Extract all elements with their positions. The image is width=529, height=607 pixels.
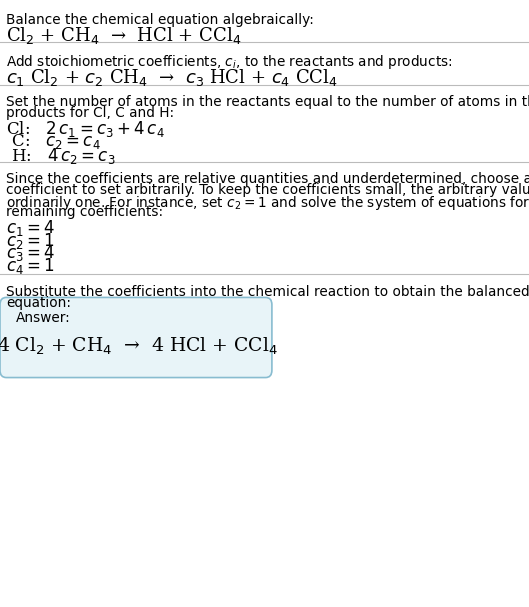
Text: equation:: equation: xyxy=(6,296,71,310)
Text: $c_4 = 1$: $c_4 = 1$ xyxy=(6,256,55,276)
Text: coefficient to set arbitrarily. To keep the coefficients small, the arbitrary va: coefficient to set arbitrarily. To keep … xyxy=(6,183,529,197)
Text: C:   $c_2 = c_4$: C: $c_2 = c_4$ xyxy=(6,132,101,151)
Text: 4 Cl$_2$ + CH$_4$  →  4 HCl + CCl$_4$: 4 Cl$_2$ + CH$_4$ → 4 HCl + CCl$_4$ xyxy=(0,335,278,357)
Text: $c_3 = 4$: $c_3 = 4$ xyxy=(6,243,56,263)
Text: products for Cl, C and H:: products for Cl, C and H: xyxy=(6,106,175,120)
Text: Balance the chemical equation algebraically:: Balance the chemical equation algebraica… xyxy=(6,13,314,27)
Text: $c_1 = 4$: $c_1 = 4$ xyxy=(6,218,56,238)
Text: Since the coefficients are relative quantities and underdetermined, choose a: Since the coefficients are relative quan… xyxy=(6,172,529,186)
Text: $c_1$ Cl$_2$ + $c_2$ CH$_4$  →  $c_3$ HCl + $c_4$ CCl$_4$: $c_1$ Cl$_2$ + $c_2$ CH$_4$ → $c_3$ HCl … xyxy=(6,67,338,89)
Text: remaining coefficients:: remaining coefficients: xyxy=(6,205,163,219)
Text: Add stoichiometric coefficients, $c_i$, to the reactants and products:: Add stoichiometric coefficients, $c_i$, … xyxy=(6,53,453,71)
Text: H:   $4\,c_2 = c_3$: H: $4\,c_2 = c_3$ xyxy=(6,146,116,166)
Text: Cl$_2$ + CH$_4$  →  HCl + CCl$_4$: Cl$_2$ + CH$_4$ → HCl + CCl$_4$ xyxy=(6,25,242,47)
Text: $c_2 = 1$: $c_2 = 1$ xyxy=(6,231,55,251)
Text: Answer:: Answer: xyxy=(16,311,70,325)
FancyBboxPatch shape xyxy=(0,297,272,378)
Text: ordinarily one. For instance, set $c_2 = 1$ and solve the system of equations fo: ordinarily one. For instance, set $c_2 =… xyxy=(6,194,529,212)
Text: Substitute the coefficients into the chemical reaction to obtain the balanced: Substitute the coefficients into the che… xyxy=(6,285,529,299)
Text: Set the number of atoms in the reactants equal to the number of atoms in the: Set the number of atoms in the reactants… xyxy=(6,95,529,109)
Text: Cl:   $2\,c_1 = c_3 + 4\,c_4$: Cl: $2\,c_1 = c_3 + 4\,c_4$ xyxy=(6,119,165,139)
